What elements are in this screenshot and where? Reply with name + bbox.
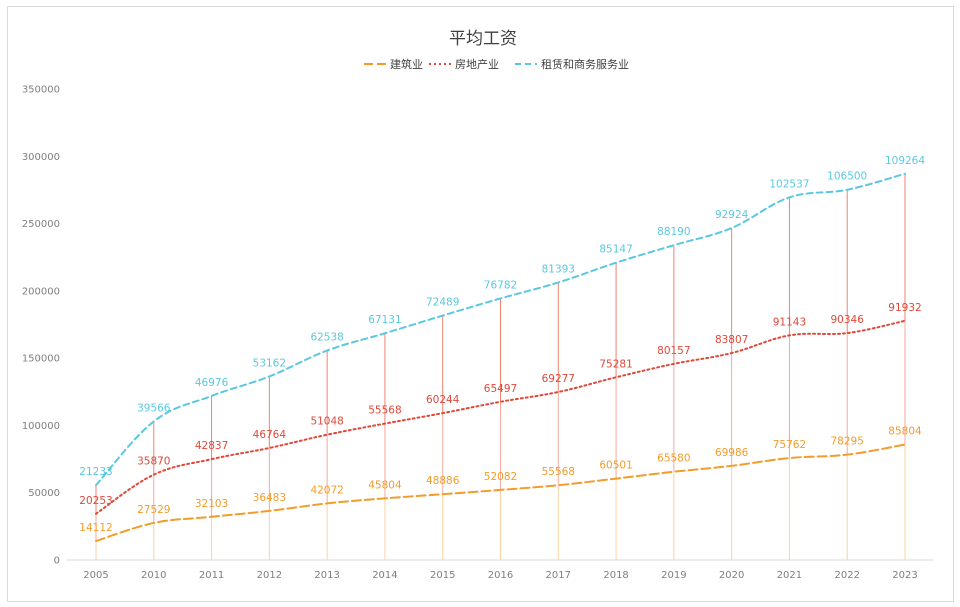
chart-title: 平均工资 bbox=[449, 29, 517, 49]
y-tick-label-6: 300000 bbox=[22, 152, 60, 163]
y-tick-label-7: 350000 bbox=[22, 85, 60, 96]
data-label-1-2014: 45804 bbox=[368, 479, 402, 491]
data-label-1-2012: 36483 bbox=[253, 492, 286, 504]
data-label-3-2011: 46976 bbox=[195, 377, 229, 389]
legend-label-2: 房地产业 bbox=[455, 57, 499, 71]
legend: 建筑业 房地产业 租赁和商务服务业 bbox=[364, 57, 629, 71]
data-label-1-2015: 48886 bbox=[426, 475, 460, 487]
data-label-1-2017: 55568 bbox=[542, 466, 575, 478]
data-label-2-2020: 83807 bbox=[715, 334, 748, 346]
y-tick-label-3: 150000 bbox=[22, 354, 60, 365]
series-line-2 bbox=[95, 319, 906, 515]
data-label-2-2017: 69277 bbox=[542, 373, 575, 385]
x-tick-label-2005: 2005 bbox=[83, 570, 108, 581]
series-line-1 bbox=[95, 443, 906, 543]
data-label-2-2015: 60244 bbox=[426, 394, 460, 406]
data-label-3-2020: 92924 bbox=[715, 209, 749, 221]
data-label-1-2020: 69986 bbox=[715, 447, 749, 459]
x-tick-label-2017: 2017 bbox=[546, 570, 571, 581]
data-label-3-2012: 53162 bbox=[253, 357, 286, 369]
data-label-3-2021: 102537 bbox=[769, 178, 809, 190]
data-label-3-2016: 76782 bbox=[484, 279, 517, 291]
data-label-2-2005: 20253 bbox=[79, 495, 112, 507]
data-label-3-2023: 109264 bbox=[885, 155, 925, 167]
x-tick-label-2021: 2021 bbox=[777, 570, 802, 581]
series-lines bbox=[95, 172, 906, 543]
x-tick-label-2016: 2016 bbox=[488, 570, 513, 581]
y-tick-label-5: 250000 bbox=[22, 219, 60, 230]
data-label-1-2022: 78295 bbox=[831, 436, 864, 448]
y-tick-label-4: 200000 bbox=[22, 286, 60, 297]
data-label-1-2013: 42072 bbox=[310, 484, 343, 496]
data-label-2-2021: 91143 bbox=[773, 316, 806, 328]
data-label-1-2018: 60501 bbox=[599, 460, 632, 472]
drop-lines bbox=[95, 173, 906, 560]
data-label-3-2013: 62538 bbox=[310, 332, 343, 344]
x-tick-label-2015: 2015 bbox=[430, 570, 455, 581]
data-label-3-2014: 67131 bbox=[368, 314, 401, 326]
y-tick-label-2: 100000 bbox=[22, 421, 60, 432]
series-line-3 bbox=[95, 172, 906, 487]
data-label-2-2019: 80157 bbox=[657, 345, 690, 357]
x-tick-label-2019: 2019 bbox=[661, 570, 686, 581]
y-tick-label-1: 50000 bbox=[28, 488, 60, 499]
data-label-3-2005: 21233 bbox=[79, 466, 112, 478]
x-tick-label-2012: 2012 bbox=[257, 570, 282, 581]
y-tick-label-0: 0 bbox=[54, 556, 60, 567]
data-label-1-2021: 75762 bbox=[773, 439, 806, 451]
data-label-3-2015: 72489 bbox=[426, 297, 459, 309]
data-label-2-2010: 35870 bbox=[137, 456, 170, 468]
legend-label-1: 建筑业 bbox=[390, 57, 423, 71]
data-label-1-2005: 14112 bbox=[79, 522, 112, 534]
data-label-1-2016: 52082 bbox=[484, 471, 517, 483]
data-label-1-2010: 27529 bbox=[137, 504, 170, 516]
x-tick-label-2020: 2020 bbox=[719, 570, 744, 581]
data-label-2-2013: 51048 bbox=[310, 416, 343, 428]
x-tick-label-2013: 2013 bbox=[314, 570, 339, 581]
data-label-3-2019: 88190 bbox=[657, 226, 690, 238]
x-tick-label-2010: 2010 bbox=[141, 570, 166, 581]
data-label-2-2012: 46764 bbox=[253, 429, 287, 441]
data-label-3-2010: 39566 bbox=[137, 402, 171, 414]
data-label-2-2011: 42837 bbox=[195, 440, 228, 452]
data-label-2-2023: 91932 bbox=[888, 302, 921, 314]
data-label-2-2016: 65497 bbox=[484, 383, 517, 395]
data-label-3-2017: 81393 bbox=[542, 263, 575, 275]
data-label-2-2022: 90346 bbox=[831, 314, 865, 326]
x-tick-label-2018: 2018 bbox=[603, 570, 628, 581]
data-label-3-2018: 85147 bbox=[599, 244, 632, 256]
x-tick-label-2023: 2023 bbox=[892, 570, 917, 581]
data-label-2-2018: 75281 bbox=[599, 358, 632, 370]
legend-label-3: 租赁和商务服务业 bbox=[541, 57, 629, 71]
x-tick-label-2022: 2022 bbox=[834, 570, 859, 581]
data-label-3-2022: 106500 bbox=[827, 171, 867, 183]
data-label-2-2014: 55568 bbox=[368, 405, 401, 417]
x-tick-label-2011: 2011 bbox=[199, 570, 224, 581]
data-label-1-2023: 85804 bbox=[888, 426, 922, 438]
axes: 0 50000 100000 150000 200000 250000 300000 3500… bbox=[22, 85, 933, 581]
x-tick-label-2014: 2014 bbox=[372, 570, 397, 581]
data-labels: 14112 27529 32103 36483 42072 45804 48886 52082… bbox=[79, 155, 925, 534]
data-label-1-2011: 32103 bbox=[195, 498, 228, 510]
data-label-1-2019: 65580 bbox=[657, 453, 690, 465]
